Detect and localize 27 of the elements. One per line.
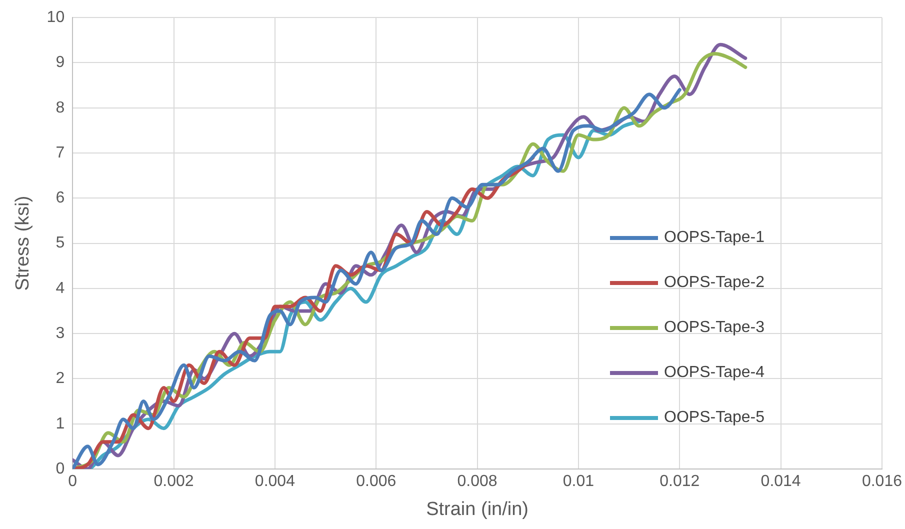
legend-label: OOPS-Tape-3	[664, 318, 764, 336]
y-tick-label: 0	[56, 460, 65, 478]
y-tick-label: 1	[56, 415, 65, 432]
x-tick-label: 0.01	[562, 473, 594, 490]
x-tick-label: 0.002	[154, 473, 194, 490]
y-tick-label: 8	[56, 99, 65, 116]
y-tick-label: 7	[56, 144, 65, 162]
legend-label: OOPS-Tape-2	[664, 274, 764, 292]
y-tick-label: 9	[56, 54, 65, 72]
x-tick-label: 0.006	[356, 473, 396, 490]
x-tick-label: 0.016	[862, 473, 902, 490]
y-tick-label: 4	[56, 280, 65, 297]
x-tick-label: 0	[68, 473, 78, 490]
y-tick-label: 6	[56, 190, 65, 207]
y-axis-title: Stress (ksi)	[12, 196, 34, 291]
x-tick-label: 0.012	[660, 473, 700, 490]
legend-label: OOPS-Tape-5	[664, 408, 764, 426]
x-tick-label: 0.004	[254, 473, 296, 490]
y-tick-label: 3	[56, 324, 65, 342]
legend-label: OOPS-Tape-1	[664, 228, 764, 246]
legend-label: OOPS-Tape-4	[664, 364, 764, 382]
x-tick-label: 0.014	[760, 473, 801, 490]
y-tick-label: 10	[46, 9, 65, 26]
y-tick-label: 2	[56, 370, 65, 388]
x-tick-label: 0.008	[457, 473, 498, 490]
x-axis-title: Strain (in/in)	[426, 498, 528, 520]
y-tick-label: 5	[56, 234, 65, 252]
